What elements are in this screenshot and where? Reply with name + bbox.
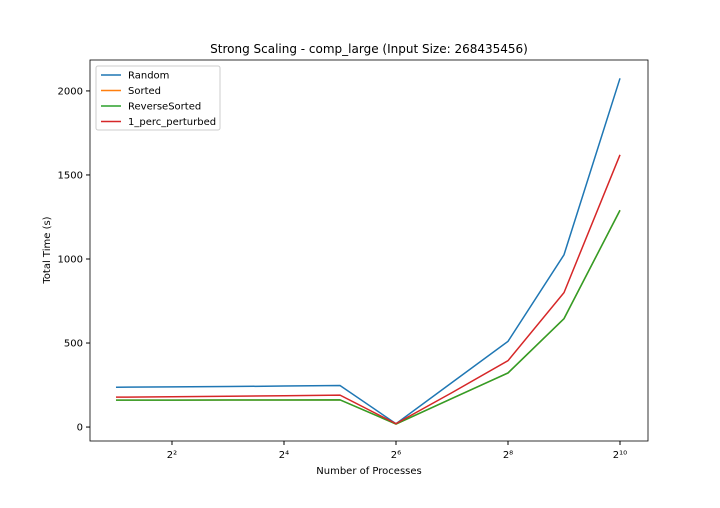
x-tick-label: 2⁸ (503, 450, 513, 461)
y-tick-label: 500 (64, 339, 83, 350)
legend-label: Random (128, 71, 169, 82)
line-series (115, 154, 621, 425)
legend-label: Sorted (128, 86, 161, 97)
legend-label: ReverseSorted (128, 102, 201, 113)
y-axis-label: Total Time (s) (42, 216, 53, 284)
y-tick-label: 1000 (58, 254, 83, 265)
x-axis-label: Number of Processes (316, 466, 421, 477)
y-tick-label: 0 (77, 423, 83, 434)
legend-label: 1_perc_perturbed (128, 117, 216, 128)
x-tick-label: 2¹⁰ (613, 450, 627, 461)
line-series (115, 209, 621, 425)
legend-box (95, 65, 221, 131)
plot-frame (89, 59, 649, 442)
y-tick-label: 1500 (58, 170, 83, 181)
x-tick-label: 2² (167, 450, 177, 461)
line-series (115, 78, 621, 425)
chart-title: Strong Scaling - comp_large (Input Size:… (210, 42, 528, 56)
y-tick-label: 2000 (58, 86, 83, 97)
x-tick-label: 2⁶ (391, 450, 401, 461)
x-tick-label: 2⁴ (279, 450, 289, 461)
